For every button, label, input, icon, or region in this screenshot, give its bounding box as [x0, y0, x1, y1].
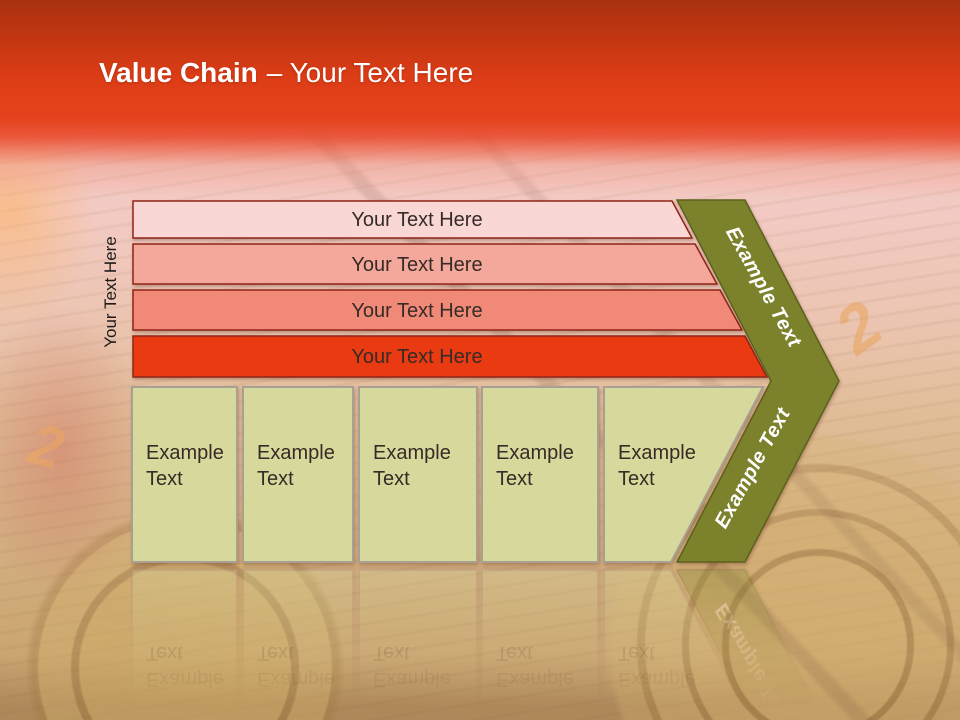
box-5-label-line2: Text: [618, 468, 655, 490]
box-3-label-line2: Text: [373, 468, 410, 490]
bar-1-label: Your Text Here: [351, 209, 482, 231]
box-4-label-line2: Text: [496, 468, 533, 490]
box-1-label-line1: Example: [146, 442, 224, 464]
diagram-reflection: [101, 570, 839, 720]
box-1-label-line2: Text: [146, 468, 183, 490]
box-4-label-line1: Example: [496, 442, 574, 464]
box-1: [131, 386, 238, 563]
bar-3: [132, 289, 744, 331]
box-4: [481, 386, 599, 563]
box-3: [358, 386, 478, 563]
chevron-shape: [675, 199, 840, 563]
box-5: [603, 386, 765, 563]
bars-group: Your Text Here Your Text Here Your Text …: [132, 200, 769, 378]
bar-2-label: Your Text Here: [351, 254, 482, 276]
slide-title-rest: – Your Text Here: [266, 57, 474, 88]
box-2: [242, 386, 354, 563]
left-axis-label: Your Text Here: [101, 236, 120, 348]
bar-2: [132, 243, 719, 285]
bar-4: [132, 335, 769, 378]
boxes-group: Example Text Example Text Example Text E…: [131, 386, 765, 563]
slide-title: Value Chain – Your Text Here: [99, 57, 474, 89]
bar-4-label: Your Text Here: [351, 346, 482, 368]
box-5-label-line1: Example: [618, 442, 696, 464]
box-2-label-line2: Text: [257, 468, 294, 490]
box-3-label-line1: Example: [373, 442, 451, 464]
bar-1: [132, 200, 694, 239]
bar-3-label: Your Text Here: [351, 300, 482, 322]
slide-title-bold: Value Chain: [99, 57, 258, 88]
box-2-label-line1: Example: [257, 442, 335, 464]
